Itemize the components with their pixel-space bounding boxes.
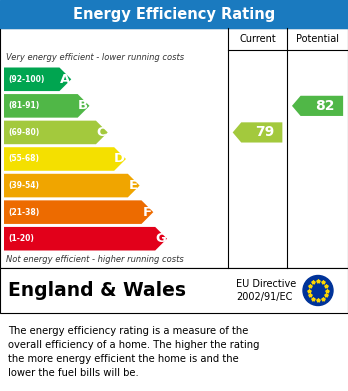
Text: England & Wales: England & Wales [8, 281, 186, 300]
Polygon shape [4, 200, 153, 224]
Polygon shape [4, 227, 167, 251]
Text: B: B [78, 99, 88, 112]
Polygon shape [233, 122, 282, 143]
Polygon shape [4, 147, 126, 171]
Polygon shape [292, 96, 343, 116]
Text: C: C [96, 126, 106, 139]
Bar [0, 28, 348, 268]
Bar [0, 268, 348, 313]
Text: 79: 79 [255, 126, 275, 140]
Bar [0, 0, 348, 28]
Text: (1-20): (1-20) [8, 234, 34, 243]
Text: Not energy efficient - higher running costs: Not energy efficient - higher running co… [6, 255, 184, 264]
Polygon shape [4, 174, 140, 197]
Text: G: G [155, 232, 166, 245]
Text: The energy efficiency rating is a measure of the
overall efficiency of a home. T: The energy efficiency rating is a measur… [8, 326, 260, 378]
Text: 82: 82 [316, 99, 335, 113]
Text: EU Directive
2002/91/EC: EU Directive 2002/91/EC [236, 279, 296, 302]
Text: E: E [128, 179, 138, 192]
Polygon shape [4, 68, 71, 91]
Text: (92-100): (92-100) [8, 75, 45, 84]
Text: (69-80): (69-80) [8, 128, 39, 137]
Text: F: F [142, 206, 151, 219]
Text: (81-91): (81-91) [8, 101, 39, 110]
Circle shape [303, 276, 333, 305]
Text: (39-54): (39-54) [8, 181, 39, 190]
Text: (55-68): (55-68) [8, 154, 39, 163]
Text: Potential: Potential [296, 34, 339, 44]
Text: Current: Current [239, 34, 276, 44]
Polygon shape [4, 94, 89, 118]
Polygon shape [4, 121, 108, 144]
Text: Very energy efficient - lower running costs: Very energy efficient - lower running co… [6, 54, 184, 63]
Text: Energy Efficiency Rating: Energy Efficiency Rating [73, 7, 275, 22]
Text: D: D [114, 152, 125, 165]
Text: A: A [60, 73, 70, 86]
Text: (21-38): (21-38) [8, 208, 39, 217]
